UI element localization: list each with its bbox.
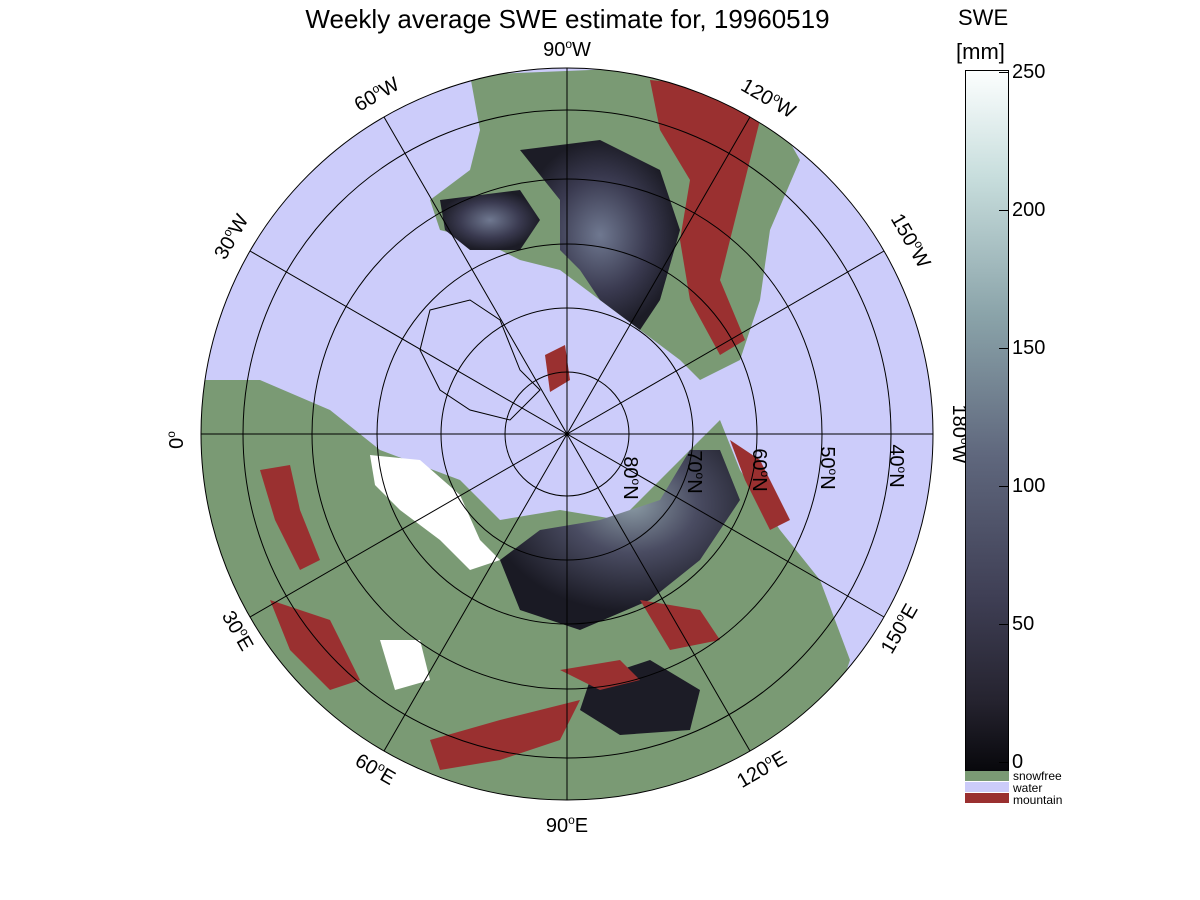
colorbar-tickmark xyxy=(999,72,1008,73)
east-asia-mountains xyxy=(640,600,720,650)
colorbar xyxy=(965,70,1009,772)
greenland-mountain xyxy=(545,345,570,392)
lon-label-60w: 60oW xyxy=(350,72,404,117)
alps-mountains xyxy=(260,465,320,570)
legend-label-snowfree: snowfree xyxy=(1013,769,1062,783)
latitude-labels: 80oN 70oN 60oN 50oN 40oN xyxy=(619,444,909,499)
colorbar-tick-100: 100 xyxy=(1012,475,1046,497)
canada-snow xyxy=(520,140,680,330)
colorbar-tick-250: 250 xyxy=(1012,61,1046,83)
lon-label-90w: 90oW xyxy=(543,37,591,61)
himalaya-mountains xyxy=(430,700,580,770)
north-america-snow xyxy=(440,190,540,250)
colorbar-tick-50: 50 xyxy=(1012,613,1035,635)
verkhoyansk-mountains xyxy=(730,440,790,530)
lon-label-30w: 30oW xyxy=(209,210,254,264)
legend-swatch-water xyxy=(965,782,1009,792)
colorbar-tick-200: 200 xyxy=(1012,199,1046,221)
lon-label-150w: 150oW xyxy=(886,209,936,272)
colorbar-tick-0: 0 xyxy=(1012,751,1024,773)
legend-label-mountain: mountain xyxy=(1013,793,1063,807)
lon-label-90e: 90oE xyxy=(546,813,588,837)
colorbar-tickmark xyxy=(999,348,1008,349)
lat-label-80n: 80oN xyxy=(619,456,643,499)
lat-label-50n: 50oN xyxy=(816,446,840,489)
siberia-snow xyxy=(500,450,740,630)
colorbar-tick-150: 150 xyxy=(1012,337,1046,359)
map-title: Weekly average SWE estimate for, 1996051… xyxy=(305,4,830,34)
tian-shan-mountains xyxy=(560,660,640,690)
colorbar-tickmark xyxy=(999,210,1008,211)
colorbar-tickmark xyxy=(999,762,1008,763)
legend-swatch-mountain xyxy=(965,793,1009,803)
greenland-outline xyxy=(419,299,541,421)
colorbar-tickmark xyxy=(999,486,1008,487)
lat-label-60n: 60oN xyxy=(748,448,772,491)
lat-label-40n: 40oN xyxy=(885,444,909,487)
scandinavia-snow xyxy=(370,455,500,570)
lon-label-0: 0o xyxy=(164,431,188,449)
colorbar-title: SWE xyxy=(958,5,1009,30)
lat-label-70n: 70oN xyxy=(683,450,707,493)
rocky-mountains xyxy=(650,80,760,355)
colorbar-tickmark xyxy=(999,624,1008,625)
legend-swatch-snowfree xyxy=(965,771,1009,781)
urals-snow xyxy=(380,640,430,690)
legend-label-water: water xyxy=(1013,781,1043,795)
colorbar-unit: [mm] xyxy=(956,39,1005,64)
anatolia-mountains xyxy=(270,600,360,690)
meridians xyxy=(201,68,933,800)
